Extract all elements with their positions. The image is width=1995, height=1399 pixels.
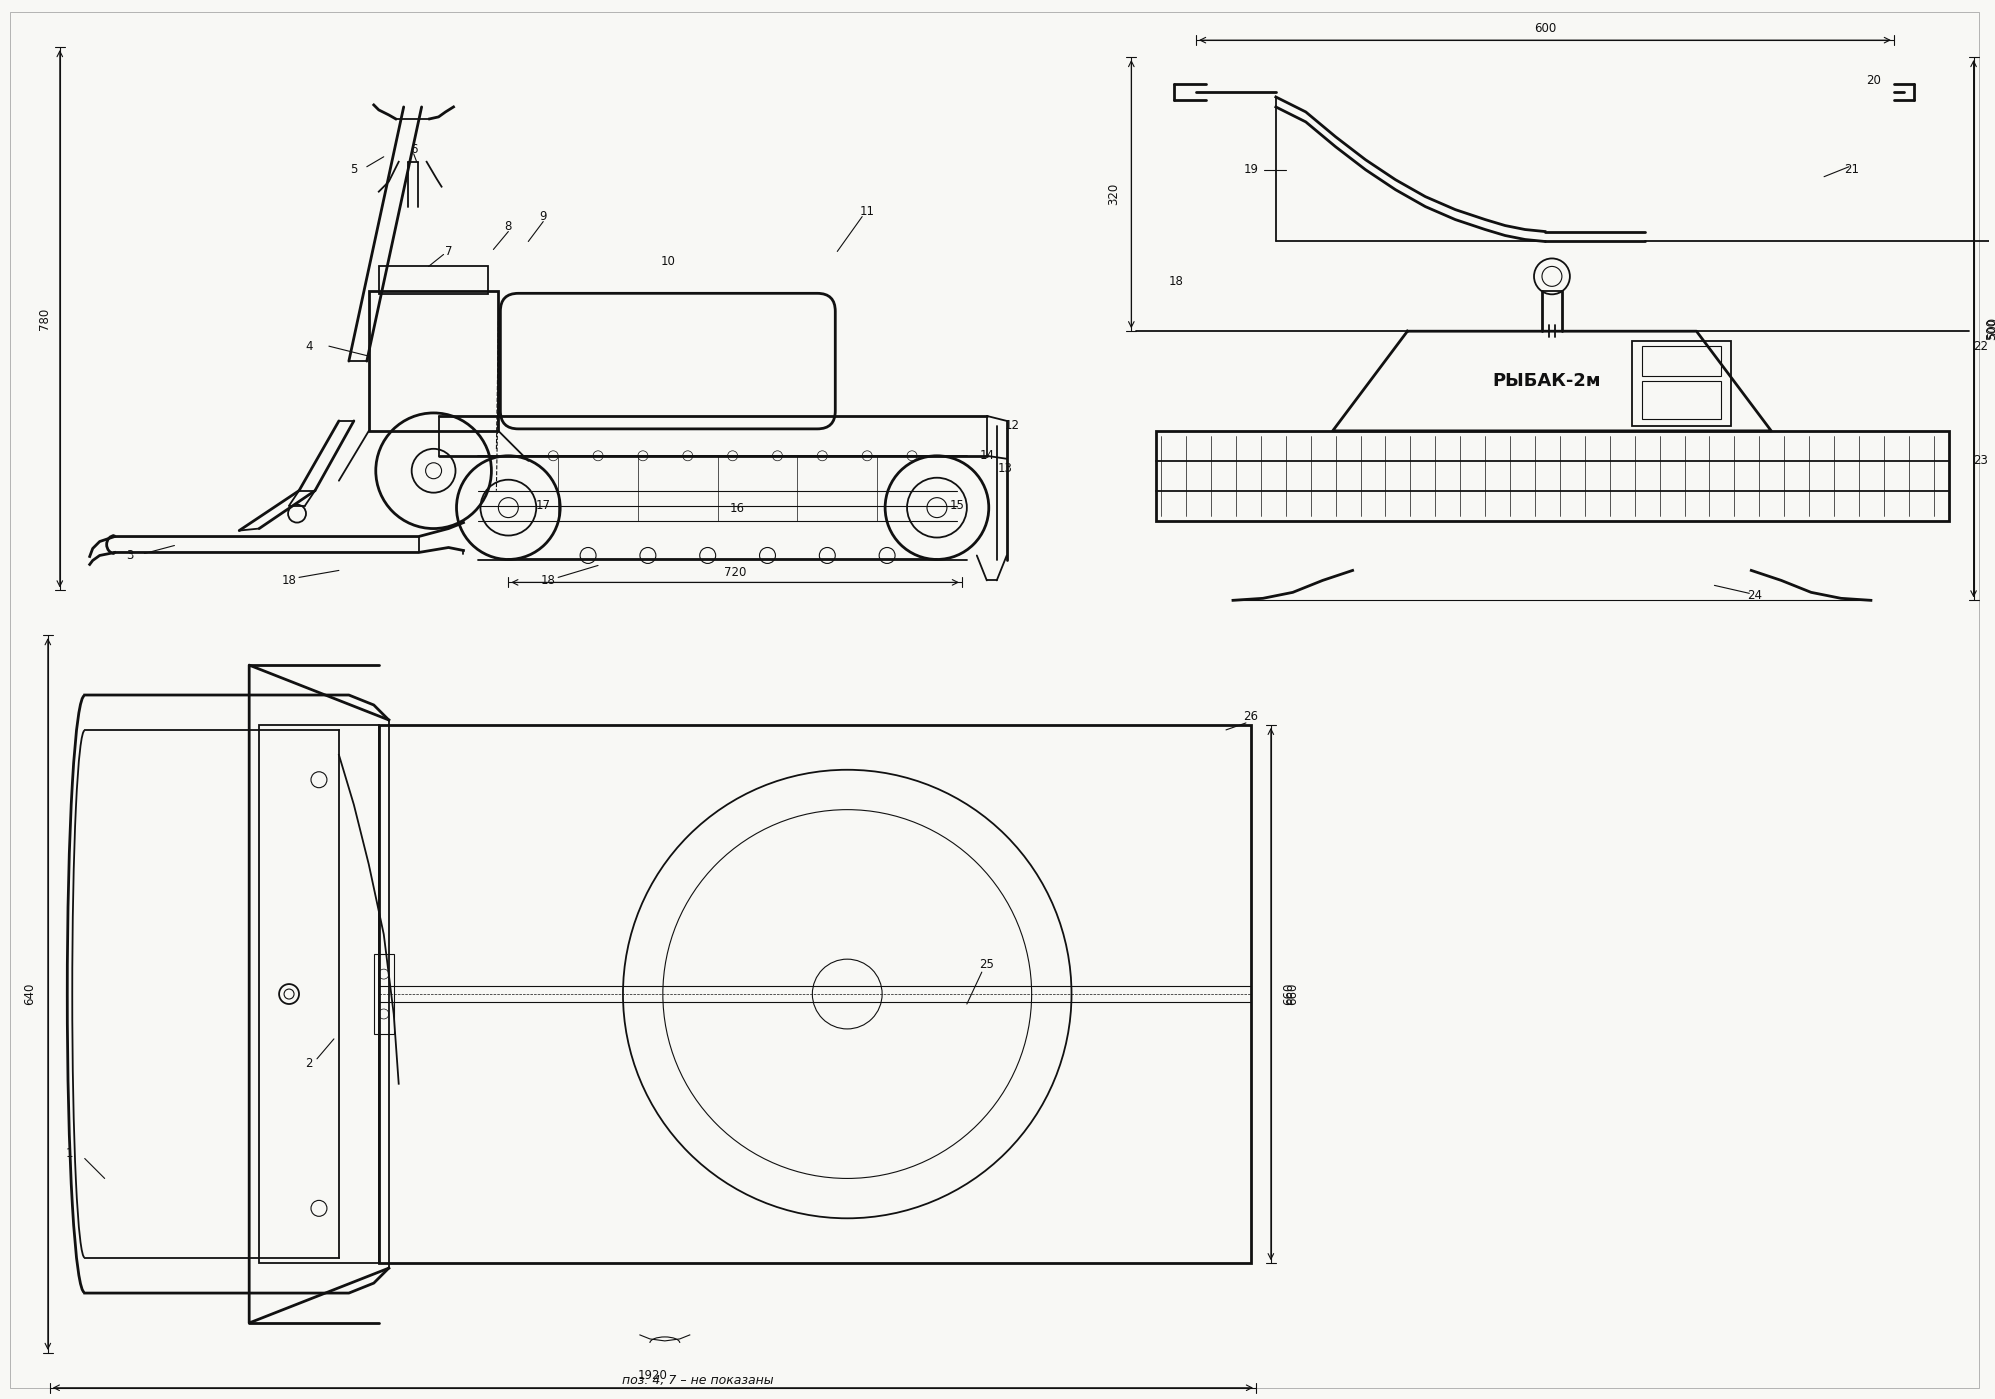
Text: РЫБАК-2м: РЫБАК-2м: [1492, 372, 1600, 390]
Text: 1920: 1920: [638, 1370, 668, 1382]
Text: 11: 11: [860, 206, 874, 218]
Text: 4: 4: [305, 340, 313, 353]
Text: 14: 14: [980, 449, 994, 462]
Text: 9: 9: [539, 210, 547, 222]
Text: 18: 18: [281, 574, 297, 588]
Text: 720: 720: [724, 567, 746, 579]
Text: 500: 500: [1985, 318, 1995, 340]
Text: 500: 500: [1987, 318, 1995, 340]
Text: 16: 16: [730, 502, 744, 515]
Text: 8: 8: [505, 220, 513, 234]
Text: 320: 320: [1107, 183, 1119, 206]
Text: 18: 18: [1169, 274, 1183, 288]
Bar: [379, 266, 489, 294]
Text: 15: 15: [950, 499, 964, 512]
Text: 6: 6: [409, 143, 417, 157]
Text: 26: 26: [1243, 711, 1259, 723]
Text: 3: 3: [126, 548, 134, 562]
Bar: [373, 954, 393, 1034]
Text: 13: 13: [998, 462, 1011, 476]
Text: 7: 7: [445, 245, 453, 257]
Text: 23: 23: [1973, 455, 1989, 467]
Bar: [379, 725, 1251, 1263]
Text: 1: 1: [66, 1147, 74, 1160]
Text: 20: 20: [1867, 74, 1881, 87]
Bar: [1642, 346, 1722, 376]
Text: 640: 640: [24, 983, 36, 1006]
Text: 21: 21: [1845, 164, 1859, 176]
Text: поз. 4, 7 – не показаны: поз. 4, 7 – не показаны: [622, 1374, 774, 1388]
Text: 780: 780: [38, 308, 52, 330]
Text: 660: 660: [1287, 983, 1299, 1006]
Text: 600: 600: [1534, 22, 1556, 35]
Text: 19: 19: [1243, 164, 1259, 176]
Text: 25: 25: [980, 958, 994, 971]
Text: 5: 5: [351, 164, 357, 176]
Bar: [369, 291, 499, 431]
Text: 12: 12: [1003, 420, 1019, 432]
Bar: [1157, 431, 1949, 520]
Bar: [1632, 341, 1732, 425]
Text: 24: 24: [1748, 589, 1762, 602]
Text: 17: 17: [537, 499, 551, 512]
Text: 18: 18: [541, 574, 557, 588]
Bar: [1642, 381, 1722, 418]
Bar: [259, 725, 379, 1263]
Text: 10: 10: [660, 255, 674, 269]
Text: 22: 22: [1973, 340, 1989, 353]
Text: 2: 2: [305, 1058, 313, 1070]
Text: 660: 660: [1283, 983, 1295, 1006]
